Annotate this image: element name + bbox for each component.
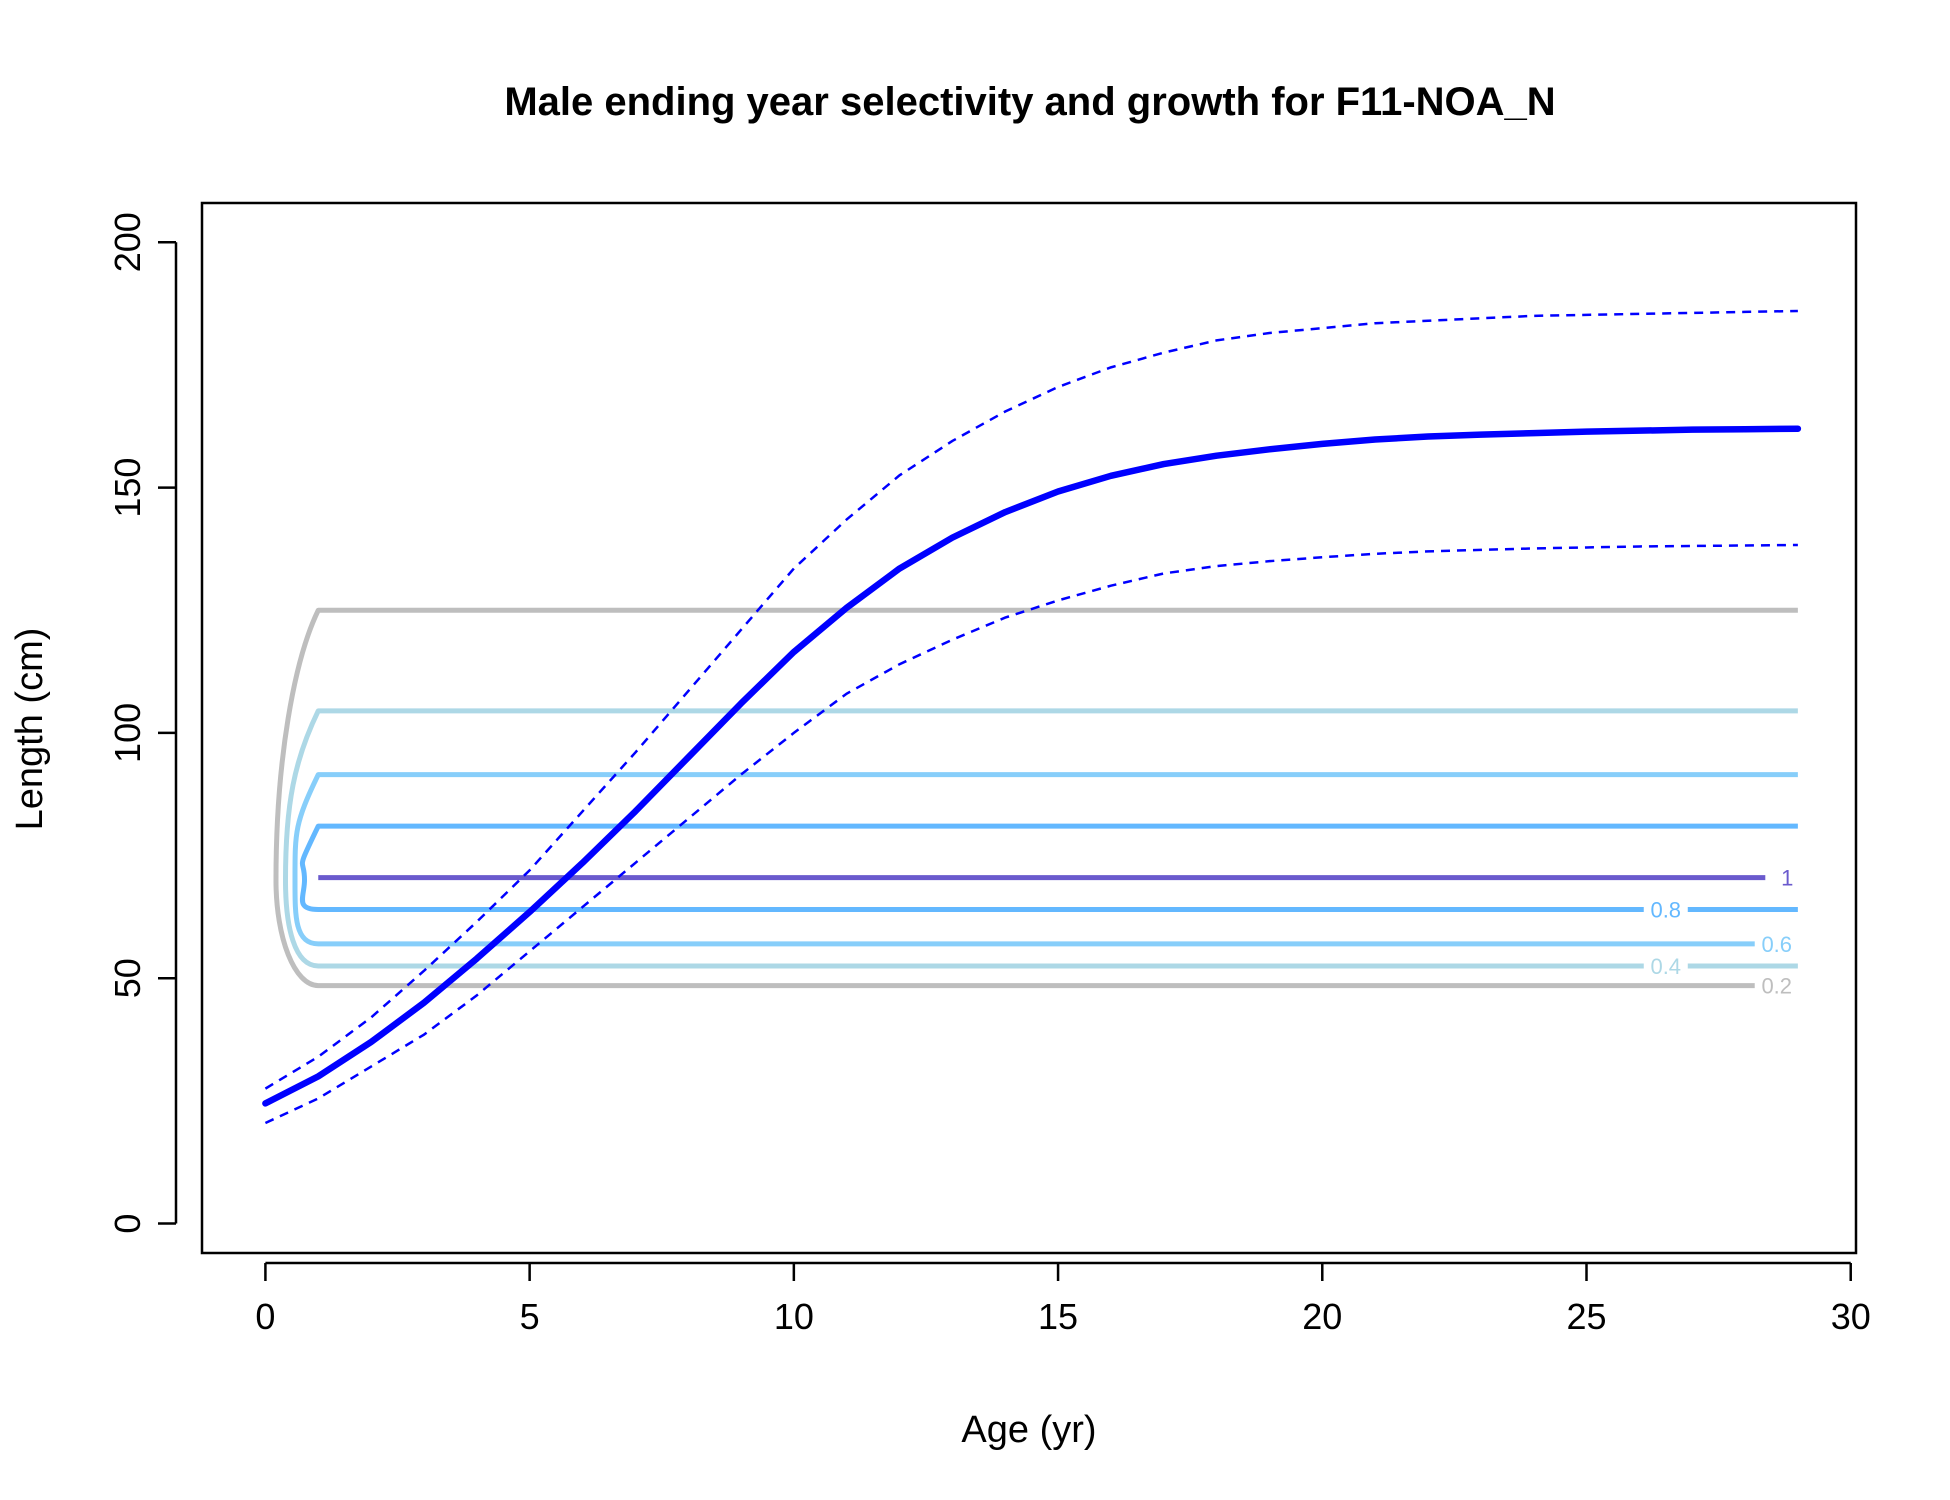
- lower-interval-line: [264, 543, 1798, 1125]
- contour-0.8: [299, 823, 1798, 913]
- plot-frame: [200, 201, 1858, 1255]
- contour-labels: 0.2 0.4 0.6 0.8 1: [1643, 864, 1810, 999]
- contour-label-bg: [1754, 972, 1799, 999]
- x-tick-label: 30: [1831, 1296, 1871, 1337]
- x-tick-label: 10: [774, 1296, 814, 1337]
- y-tick-label: 0: [107, 1214, 148, 1234]
- upper-interval-line: [264, 309, 1798, 1090]
- x-tick-label: 5: [520, 1296, 540, 1337]
- growth-curves: [262, 309, 1802, 1125]
- contour-0.6: [292, 772, 1798, 947]
- contour-0.4: [282, 708, 1798, 969]
- x-tick-label: 25: [1566, 1296, 1606, 1337]
- y-tick-label: 150: [107, 458, 148, 518]
- contour-0.2: [273, 607, 1798, 989]
- x-tick-label: 0: [255, 1296, 275, 1337]
- contour-label-bg: [1643, 896, 1688, 923]
- y-tick-label: 100: [107, 703, 148, 763]
- x-tick-label: 15: [1038, 1296, 1078, 1337]
- contour-label-0.4: 0.4: [1650, 954, 1681, 979]
- contour-label-bg: [1754, 930, 1799, 957]
- contour-label-0.2: 0.2: [1761, 974, 1792, 999]
- contour-label-bg: [1643, 952, 1688, 979]
- x-axis-label: Age (yr): [961, 1409, 1096, 1451]
- mean-growth-line: [262, 425, 1802, 1107]
- y-tick-label: 200: [107, 212, 148, 272]
- contour-label-0.8: 0.8: [1650, 898, 1681, 923]
- y-axis-label: Length (cm): [9, 628, 51, 831]
- x-tick-label: 20: [1302, 1296, 1342, 1337]
- x-axis: 0 5 10 15 20 25 30: [255, 1261, 1871, 1337]
- y-tick-label: 50: [107, 958, 148, 998]
- y-axis: 0 50 100 150 200: [107, 212, 178, 1234]
- contour-label-0.6: 0.6: [1761, 932, 1792, 957]
- selectivity-contours: [273, 607, 1798, 989]
- contour-label-bg: [1765, 864, 1810, 891]
- chart-title: Male ending year selectivity and growth …: [504, 80, 1555, 124]
- contour-label-1: 1: [1781, 866, 1793, 891]
